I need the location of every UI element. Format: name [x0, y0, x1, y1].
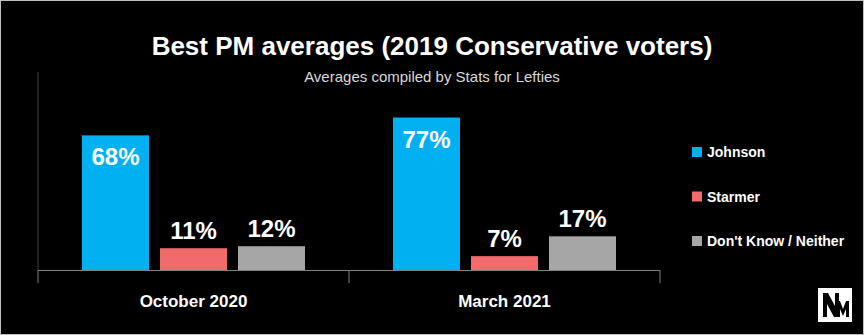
bar	[238, 246, 305, 270]
legend-label: Johnson	[707, 144, 765, 160]
bars	[82, 118, 616, 270]
data-label: 11%	[170, 217, 217, 244]
title: Best PM averages (2019 Conservative vote…	[152, 31, 713, 61]
logo-m	[836, 301, 849, 317]
bar	[393, 118, 460, 270]
legend: Johnson Starmer Don't Know / Neither	[692, 144, 845, 249]
data-labels: 68% 11% 12% 77% 7% 17%	[91, 126, 606, 253]
chart-container: Best PM averages (2019 Conservative vote…	[0, 0, 864, 335]
x-tick-label: March 2021	[458, 292, 551, 311]
x-tick-label: October 2020	[140, 292, 248, 311]
data-label: 12%	[247, 215, 295, 242]
legend-label: Starmer	[707, 189, 760, 205]
bar	[471, 256, 538, 270]
frame	[1, 1, 864, 335]
logo	[818, 288, 852, 322]
data-label: 77%	[402, 126, 450, 153]
band-separator	[349, 270, 350, 283]
y-axis-line	[38, 72, 39, 270]
band-separator	[660, 270, 661, 283]
bar	[82, 135, 149, 270]
bar	[549, 236, 616, 270]
legend-swatch	[692, 192, 702, 202]
data-label: 68%	[91, 143, 139, 170]
subtitle: Averages compiled by Stats for Lefties	[304, 68, 560, 85]
legend-swatch	[692, 236, 702, 246]
band-separator	[38, 270, 39, 283]
bar	[160, 248, 227, 270]
data-label: 7%	[487, 225, 522, 252]
legend-swatch	[692, 147, 702, 157]
chart-svg: Best PM averages (2019 Conservative vote…	[0, 0, 864, 335]
legend-label: Don't Know / Neither	[707, 233, 845, 249]
logo-box	[818, 288, 852, 322]
data-label: 17%	[558, 205, 606, 232]
background	[0, 0, 864, 335]
